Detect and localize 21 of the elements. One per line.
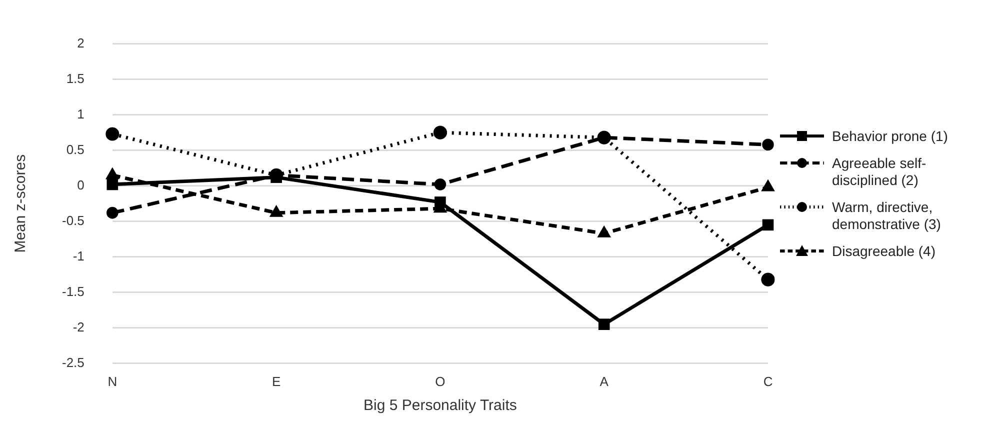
y-tick-label: -2 (72, 319, 84, 334)
x-tick-label: N (108, 374, 118, 389)
y-tick-label: -1 (72, 248, 84, 264)
x-tick-label: E (272, 374, 281, 389)
y-tick-label: 0 (77, 177, 84, 192)
x-tick-label: C (763, 374, 773, 389)
x-axis-title: Big 5 Personality Traits (363, 397, 517, 414)
x-tick-label: A (600, 374, 609, 389)
legend-label: Agreeable self-disciplined (2) (832, 155, 928, 189)
y-tick-label: -0.5 (62, 212, 84, 228)
y-tick-label: 0.5 (66, 142, 84, 157)
y-tick-label: 1.5 (66, 70, 84, 86)
y-tick-label: -2.5 (62, 354, 84, 370)
x-tick-label: O (435, 374, 446, 389)
y-tick-label: 2 (77, 35, 84, 50)
y-tick-label: 1 (77, 106, 84, 122)
legend-label: Warm, directive, demonstrative (3) (832, 199, 942, 233)
y-tick-label: -1.5 (62, 284, 84, 299)
legend-label: Disagreeable (4) (832, 243, 936, 260)
legend-label: Behavior prone (1) (832, 128, 948, 145)
y-axis-title: Mean z-scores (12, 154, 30, 253)
